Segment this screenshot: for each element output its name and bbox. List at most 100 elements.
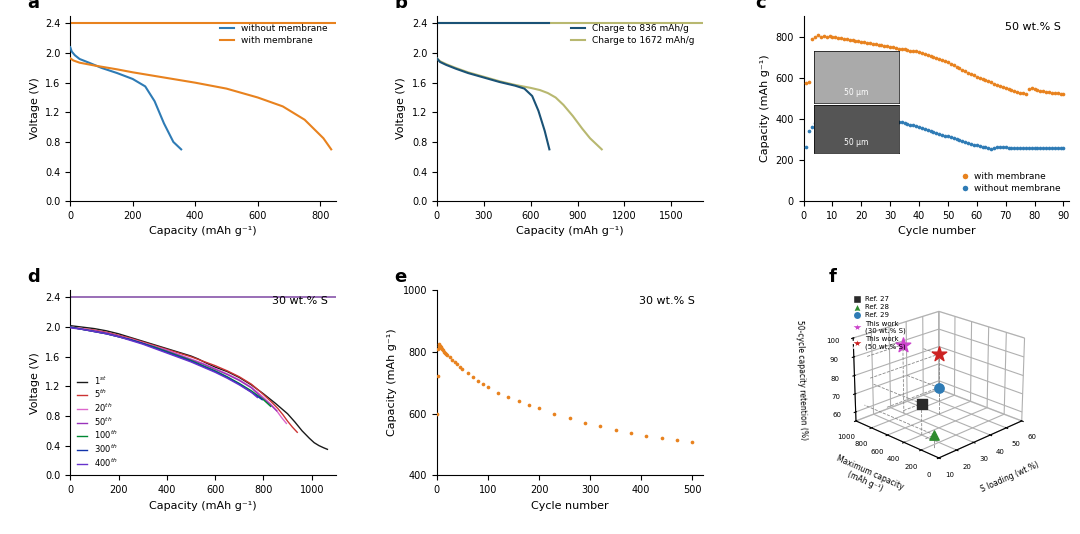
50$^{th}$	[173, 352, 186, 358]
Charge to 1672 mAh/g	[595, 146, 608, 153]
Point	[864, 112, 881, 121]
400$^{th}$	[112, 334, 125, 340]
Point	[1003, 144, 1021, 152]
Text: e: e	[394, 269, 406, 286]
Point	[954, 66, 971, 74]
50$^{th}$	[220, 371, 233, 378]
300$^{th}$	[76, 326, 89, 333]
1$^{st}$	[321, 446, 334, 452]
Line: with membrane: with membrane	[70, 58, 332, 150]
Point	[1047, 144, 1064, 153]
100$^{th}$	[136, 340, 149, 347]
X-axis label: S loading (wt.%): S loading (wt.%)	[980, 460, 1041, 494]
Point	[826, 112, 843, 121]
100$^{th}$	[233, 380, 246, 387]
20$^{th}$	[124, 336, 137, 342]
Point	[841, 35, 859, 44]
Charge to 836 mAh/g	[461, 70, 474, 76]
Point	[916, 50, 933, 58]
without membrane	[110, 70, 123, 76]
100$^{th}$	[220, 374, 233, 380]
Point	[818, 33, 835, 41]
100$^{th}$	[100, 331, 113, 337]
20$^{th}$	[197, 360, 210, 367]
5$^{th}$	[271, 405, 284, 412]
50$^{th}$	[255, 394, 268, 400]
400$^{th}$	[245, 389, 258, 396]
Charge to 1672 mAh/g	[524, 85, 537, 91]
5$^{th}$	[197, 358, 210, 364]
Point	[1029, 86, 1047, 95]
Point	[924, 53, 942, 61]
50$^{th}$	[245, 384, 258, 391]
Charge to 1672 mAh/g	[541, 90, 554, 96]
Point	[653, 434, 671, 443]
100$^{th}$	[245, 388, 258, 394]
100$^{th}$	[208, 367, 221, 374]
400$^{th}$	[208, 369, 221, 375]
Point	[800, 77, 818, 86]
Point	[922, 127, 940, 135]
5$^{th}$	[276, 411, 289, 418]
Line: 400$^{th}$: 400$^{th}$	[70, 328, 257, 397]
Point	[429, 372, 446, 381]
Point	[807, 119, 824, 128]
1$^{st}$	[148, 342, 161, 348]
Point	[1040, 88, 1057, 97]
Point	[861, 112, 878, 121]
Point	[434, 345, 451, 354]
1$^{st}$	[318, 445, 330, 451]
Point	[873, 114, 890, 122]
Point	[433, 344, 450, 352]
Point	[430, 341, 447, 350]
20$^{th}$	[275, 414, 288, 421]
50$^{th}$	[64, 324, 77, 331]
Point	[835, 111, 852, 120]
Point	[980, 77, 997, 85]
Point	[936, 57, 954, 66]
Point	[919, 125, 936, 134]
Charge to 1672 mAh/g	[534, 87, 546, 93]
Point	[521, 400, 538, 409]
Point	[835, 34, 852, 43]
Point	[500, 393, 517, 402]
Line: 50$^{th}$: 50$^{th}$	[70, 327, 276, 411]
Charge to 836 mAh/g	[543, 146, 556, 153]
300$^{th}$	[247, 390, 260, 397]
Y-axis label: Voltage (V): Voltage (V)	[29, 352, 40, 413]
Point	[1052, 144, 1069, 153]
Point	[838, 111, 855, 120]
300$^{th}$	[87, 328, 100, 335]
Point	[966, 71, 983, 80]
400$^{th}$	[197, 364, 210, 370]
Point	[833, 34, 850, 42]
Point	[873, 41, 890, 50]
Point	[804, 123, 821, 131]
Point	[899, 46, 916, 54]
Point	[870, 41, 888, 49]
Point	[859, 38, 876, 47]
with membrane	[158, 74, 171, 81]
Point	[815, 32, 833, 40]
Point	[974, 75, 991, 83]
Point	[991, 143, 1009, 152]
Point	[864, 40, 881, 48]
Point	[441, 353, 458, 362]
Text: c: c	[756, 0, 767, 12]
Point	[431, 341, 448, 350]
20$^{th}$	[245, 384, 258, 390]
Line: without membrane: without membrane	[70, 47, 181, 150]
400$^{th}$	[160, 350, 173, 356]
400$^{th}$	[148, 345, 161, 352]
300$^{th}$	[256, 397, 269, 403]
20$^{th}$	[64, 324, 77, 331]
Point	[804, 34, 821, 43]
Line: 20$^{th}$: 20$^{th}$	[70, 327, 286, 423]
Point	[1012, 88, 1029, 97]
without membrane	[158, 120, 171, 127]
400$^{th}$	[76, 326, 89, 333]
Point	[429, 409, 446, 418]
Point	[881, 43, 899, 51]
Text: a: a	[28, 0, 40, 12]
50$^{th}$	[270, 407, 283, 414]
